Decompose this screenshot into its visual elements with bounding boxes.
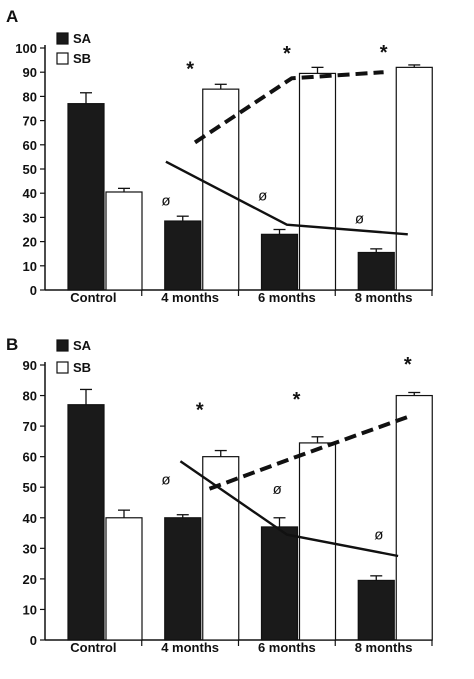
y-tick-label: 20 (23, 572, 37, 587)
y-tick-label: 30 (23, 541, 37, 556)
bar-sb (105, 517, 143, 641)
bar-sa (357, 579, 395, 641)
legend-swatch-sb (56, 361, 69, 374)
x-tick-label: 8 months (355, 290, 413, 305)
legend-swatch-sb (56, 52, 69, 65)
y-tick-label: 80 (23, 89, 37, 104)
significance-symbol: ø (374, 527, 383, 544)
x-tick-label: 6 months (258, 290, 316, 305)
x-tick-label: 4 months (161, 290, 219, 305)
bar-sa (67, 404, 105, 641)
significance-symbol: ø (273, 481, 282, 498)
x-tick-label: Control (70, 640, 116, 655)
bar-sb (395, 394, 433, 641)
legend-label-sb: SB (73, 51, 91, 66)
y-tick-label: 0 (30, 633, 37, 648)
significance-star: * (283, 43, 291, 65)
bar-sa (164, 220, 202, 291)
x-tick-label: Control (70, 290, 116, 305)
panel-b-chart: B 0 10 20 30 40 50 60 70 80 90 Control 4 months 6 mon… (6, 335, 433, 655)
panel-a-chart: A 0 10 20 30 40 50 60 70 80 90 100 Control 4 months 6 … (6, 7, 433, 305)
y-tick-label: 60 (23, 138, 37, 153)
significance-symbol: ø (355, 211, 364, 228)
bar-sa (357, 251, 395, 291)
x-tick-label: 6 months (258, 640, 316, 655)
bar-sb (105, 191, 143, 291)
y-tick-label: 50 (23, 162, 37, 177)
bar-sa (164, 517, 202, 641)
bar-sa (260, 233, 299, 291)
y-tick-label: 70 (23, 114, 37, 129)
panel-letter: B (6, 335, 18, 354)
significance-star: * (404, 354, 412, 376)
y-tick-label: 100 (15, 41, 37, 56)
panel-letter: A (6, 7, 18, 26)
x-tick-label: 8 months (355, 640, 413, 655)
significance-star: * (196, 400, 204, 422)
y-tick-label: 0 (30, 283, 37, 298)
y-tick-label: 40 (23, 186, 37, 201)
legend-label-sa: SA (73, 338, 92, 353)
legend-label-sb: SB (73, 360, 91, 375)
y-tick-label: 10 (23, 259, 37, 274)
bar-sa (260, 526, 299, 641)
legend-swatch-sa (56, 339, 69, 352)
significance-symbol: ø (161, 192, 170, 209)
trend-line-sb (193, 70, 384, 145)
y-tick-label: 80 (23, 389, 37, 404)
trend-line-sa (165, 160, 408, 236)
x-tick-label: 4 months (161, 640, 219, 655)
y-tick-label: 10 (23, 602, 37, 617)
y-tick-label: 70 (23, 419, 37, 434)
legend-label-sa: SA (73, 31, 92, 46)
significance-star: * (186, 59, 194, 81)
y-tick-label: 60 (23, 450, 37, 465)
y-tick-label: 30 (23, 210, 37, 225)
significance-symbol: ø (258, 188, 267, 205)
significance-star: * (380, 42, 388, 64)
legend-swatch-sa (56, 32, 69, 45)
bar-sb (298, 72, 337, 291)
bar-sb (395, 66, 433, 291)
y-tick-label: 90 (23, 65, 37, 80)
y-tick-label: 50 (23, 480, 37, 495)
bar-sa (67, 103, 105, 291)
y-tick-label: 90 (23, 358, 37, 373)
bar-sb (202, 456, 240, 641)
y-tick-label: 20 (23, 235, 37, 250)
trend-line-sb (208, 415, 409, 491)
significance-star: * (293, 389, 301, 411)
y-tick-label: 40 (23, 511, 37, 526)
significance-symbol: ø (161, 472, 170, 489)
